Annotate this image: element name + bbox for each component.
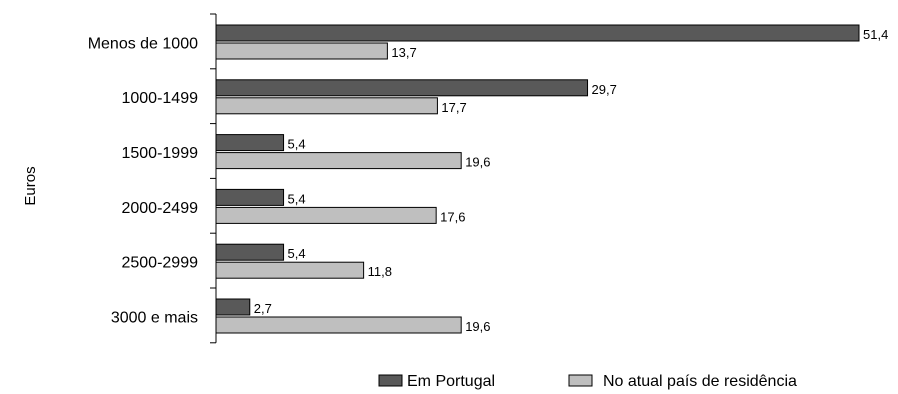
data-label: 5,4 — [288, 137, 306, 152]
data-label: 19,6 — [465, 319, 490, 334]
bar-em-portugal — [215, 298, 251, 316]
category-axis: Menos de 1000 1000-1499 1500-1999 2000-2499… — [88, 13, 217, 344]
bar-atual-pais — [215, 261, 365, 279]
data-label: 19,6 — [465, 155, 490, 170]
bar-atual-pais — [215, 316, 462, 334]
bar-em-portugal — [215, 243, 285, 261]
data-label: 11,8 — [368, 264, 392, 279]
data-label: 17,6 — [440, 209, 465, 224]
bar-em-portugal — [215, 134, 285, 152]
bar-em-portugal — [215, 24, 860, 42]
bar-atual-pais — [215, 206, 437, 224]
legend-label: No atual país de residência — [603, 373, 797, 390]
category-label: 3000 e mais — [111, 309, 198, 326]
data-label: 51,4 — [863, 27, 888, 42]
data-label: 5,4 — [288, 191, 306, 206]
data-label: 17,7 — [441, 100, 466, 115]
legend-swatch — [378, 374, 403, 387]
y-axis-title: Euros — [22, 166, 39, 205]
data-label: 29,7 — [592, 82, 617, 97]
bar-em-portugal — [215, 188, 285, 206]
category-label: 1000-1499 — [121, 90, 198, 107]
legend-swatch — [568, 374, 593, 387]
legend-label: Em Portugal — [407, 373, 495, 390]
category-label: Menos de 1000 — [88, 35, 198, 52]
category-label: 1500-1999 — [121, 145, 198, 162]
data-label: 13,7 — [391, 45, 416, 60]
data-label: 2,7 — [254, 301, 272, 316]
bars-group: 51,4 13,7 29,7 17,7 5,4 19,6 5,4 17,6 5,4 11,8 2,7… — [215, 24, 888, 334]
category-label: 2000-2499 — [121, 200, 198, 217]
legend: Em Portugal No atual país de residência — [378, 373, 797, 390]
data-label: 5,4 — [288, 246, 306, 261]
bar-em-portugal — [215, 79, 589, 97]
category-label: 2500-2999 — [121, 255, 198, 272]
bar-atual-pais — [215, 152, 462, 170]
bar-atual-pais — [215, 42, 388, 60]
bar-atual-pais — [215, 97, 438, 115]
